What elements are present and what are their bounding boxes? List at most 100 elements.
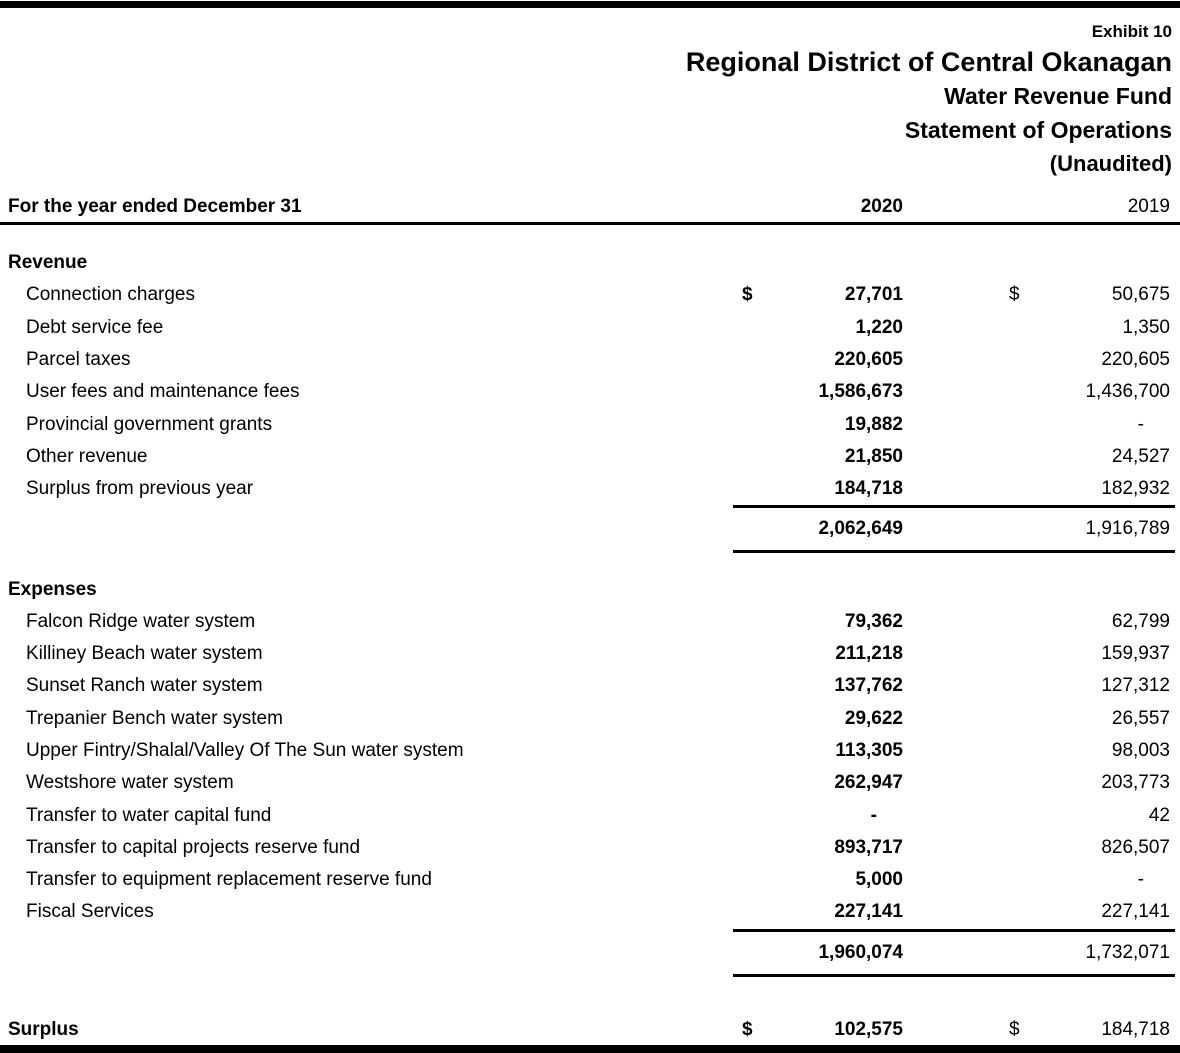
- amount-value-c2020: 893,717: [834, 836, 903, 858]
- amount-cell-c2019: 1,732,071: [1000, 942, 1170, 964]
- subtotal-rule: [733, 505, 1175, 509]
- table-row: Provincial government grants 19,882 -: [0, 408, 1180, 440]
- amount-cell-c2019: 24,527: [1000, 446, 1170, 468]
- amount-value-c2020: 21,850: [844, 445, 903, 467]
- amount-cell-c2019: 227,141: [1000, 901, 1170, 923]
- amount-value-c2019: 1,436,700: [1085, 381, 1170, 403]
- amount-value-c2020: 29,622: [844, 707, 903, 729]
- column-header-2019: 2019: [1127, 196, 1170, 217]
- amount-value-c2019: 826,507: [1101, 836, 1170, 858]
- amount-value-c2020: 113,305: [835, 740, 903, 761]
- row-label: Westshore water system: [26, 772, 234, 794]
- amount-cell-c2019: 182,932: [1000, 478, 1170, 500]
- table-row: Trepanier Bench water system 29,622 26,557: [0, 703, 1180, 735]
- amount-value-c2019: 42: [1148, 804, 1170, 826]
- row-label: Transfer to water capital fund: [26, 804, 272, 826]
- total-rule: [733, 550, 1175, 554]
- amount-cell-c2020: 29,622: [733, 708, 903, 730]
- amount-cell-c2020: 137,762: [733, 675, 903, 697]
- table-row: Surplus from previous year 184,718 182,932: [0, 473, 1180, 505]
- amount-value-c2020: 27,701: [844, 284, 903, 306]
- amount-cell-c2019: 203,773: [1000, 772, 1170, 794]
- section-name: Expenses: [8, 578, 97, 600]
- amount-cell-c2019: 220,605: [1000, 349, 1170, 371]
- amount-value-c2019: -: [1137, 413, 1144, 435]
- amount-cell-c2019: $50,675: [1000, 284, 1170, 306]
- column-header-2020-cell: 2020: [733, 196, 903, 218]
- row-label: Upper Fintry/Shalal/Valley Of The Sun wa…: [26, 740, 464, 761]
- amount-value-c2019: 62,799: [1111, 610, 1170, 632]
- amount-value-c2019: 220,605: [1101, 349, 1170, 371]
- amount-value-c2019: 26,557: [1111, 707, 1170, 729]
- amount-cell-c2019: 26,557: [1000, 708, 1170, 730]
- section-header-row: Revenue: [0, 247, 1180, 279]
- amount-cell-c2019: 127,312: [1000, 675, 1170, 697]
- dollar-sign-c2019: $: [1009, 284, 1020, 306]
- row-label: User fees and maintenance fees: [26, 381, 300, 403]
- amount-cell-c2019: 1,436,700: [1000, 381, 1170, 403]
- table-row: Transfer to equipment replacement reserv…: [0, 864, 1180, 896]
- amount-value-c2019: 50,675: [1111, 284, 1170, 306]
- amount-value-c2019: 98,003: [1111, 740, 1170, 761]
- table-row: User fees and maintenance fees 1,586,673 1…: [0, 376, 1180, 408]
- amount-cell-c2019: 159,937: [1000, 643, 1170, 665]
- statement-body: Revenue Connection charges $27,701 $50,675 D…: [0, 247, 1180, 997]
- table-row: Falcon Ridge water system 79,362 62,799: [0, 606, 1180, 638]
- amount-value-c2020: 262,947: [834, 772, 903, 794]
- table-row: Transfer to water capital fund - 42: [0, 799, 1180, 831]
- total-rule: [733, 973, 1175, 977]
- amount-cell-c2020: 19,882: [733, 414, 903, 436]
- section-total-row: 1,960,074 1,732,071: [0, 932, 1180, 974]
- surplus-2019-cell: $ 184,718: [1000, 1019, 1170, 1041]
- amount-cell-c2020: 211,218: [733, 643, 903, 665]
- amount-value-c2020: 220,605: [834, 349, 903, 371]
- amount-cell-c2019: 42: [1000, 805, 1170, 827]
- subtotal-rule: [733, 928, 1175, 932]
- dollar-sign-2020: $: [742, 1018, 753, 1040]
- exhibit-label: Exhibit 10: [1091, 22, 1172, 41]
- amount-value-c2020: 184,718: [834, 478, 903, 500]
- amount-cell-c2019: 98,003: [1000, 740, 1170, 762]
- amount-cell-c2020: $27,701: [733, 284, 903, 306]
- row-label: Killiney Beach water system: [26, 643, 263, 665]
- dollar-sign-2019: $: [1009, 1018, 1020, 1040]
- amount-cell-c2020: 262,947: [733, 772, 903, 794]
- table-row: Westshore water system 262,947 203,773: [0, 767, 1180, 799]
- row-label: Provincial government grants: [26, 413, 273, 435]
- amount-cell-c2020: 21,850: [733, 446, 903, 468]
- amount-value-c2020: 211,218: [835, 643, 903, 665]
- row-label: Connection charges: [26, 284, 195, 306]
- amount-value-c2020: -: [870, 804, 877, 826]
- amount-cell-c2020: 113,305: [733, 740, 903, 762]
- amount-cell-c2020: 5,000: [733, 869, 903, 891]
- amount-value-c2020: 227,141: [834, 901, 903, 923]
- fund-subtitle: Water Revenue Fund: [944, 83, 1172, 109]
- period-header-row: For the year ended December 31 2020 2019: [0, 192, 1180, 225]
- section-total-row: 2,062,649 1,916,789: [0, 508, 1180, 550]
- amount-value-c2019: 159,937: [1101, 643, 1170, 665]
- amount-cell-c2020: 227,141: [733, 901, 903, 923]
- page-title: Regional District of Central Okanagan: [685, 47, 1172, 77]
- unaudited-subtitle: (Unaudited): [1049, 151, 1172, 176]
- row-label: Transfer to capital projects reserve fun…: [26, 836, 361, 858]
- table-row: Debt service fee 1,220 1,350: [0, 312, 1180, 344]
- table-row: Upper Fintry/Shalal/Valley Of The Sun wa…: [0, 735, 1180, 767]
- bottom-border-bar: [0, 1044, 1180, 1053]
- amount-value-c2020: 1,960,074: [818, 941, 903, 963]
- row-label: Fiscal Services: [26, 901, 154, 923]
- amount-value-c2019: 1,732,071: [1085, 941, 1170, 963]
- amount-cell-c2020: 79,362: [733, 611, 903, 633]
- table-row: Parcel taxes 220,605 220,605: [0, 344, 1180, 376]
- column-header-2020: 2020: [860, 196, 903, 217]
- amount-cell-c2019: 1,350: [1000, 317, 1170, 339]
- document-header: Exhibit 10 Regional District of Central …: [0, 8, 1180, 180]
- section-gap: [0, 553, 1180, 573]
- table-row: Transfer to capital projects reserve fun…: [0, 832, 1180, 864]
- row-label: Transfer to equipment replacement reserv…: [26, 869, 432, 891]
- amount-cell-c2020: 893,717: [733, 837, 903, 859]
- period-label: For the year ended December 31: [8, 196, 302, 217]
- amount-value-c2020: 137,762: [834, 675, 903, 697]
- amount-value-c2020: 19,882: [844, 413, 903, 435]
- amount-value-c2019: 1,350: [1122, 316, 1170, 338]
- row-label: Surplus from previous year: [26, 478, 254, 500]
